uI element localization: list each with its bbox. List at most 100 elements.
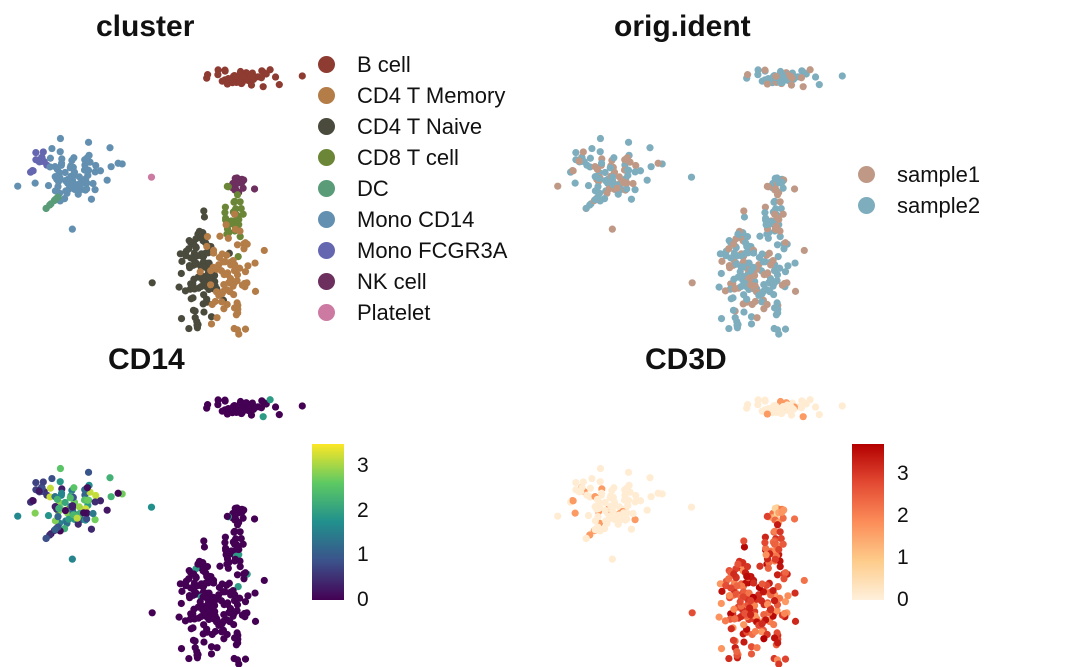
cell-point bbox=[223, 182, 231, 191]
cell-point bbox=[61, 176, 70, 185]
legend-label: Mono CD14 bbox=[357, 206, 475, 232]
cell-point bbox=[654, 159, 662, 167]
cell-point bbox=[190, 605, 198, 613]
cell-point bbox=[743, 572, 751, 581]
cell-point bbox=[190, 275, 198, 283]
cell-point bbox=[595, 504, 603, 513]
cell-point bbox=[35, 157, 43, 165]
cell-point bbox=[614, 520, 622, 528]
cell-point bbox=[226, 276, 235, 284]
cell-point bbox=[220, 305, 228, 313]
cell-point bbox=[224, 405, 232, 413]
cell-point bbox=[838, 402, 846, 410]
cell-point bbox=[203, 233, 212, 241]
cell-point bbox=[631, 498, 639, 506]
cell-point bbox=[239, 184, 247, 192]
cell-point bbox=[761, 203, 769, 211]
cell-point bbox=[175, 613, 183, 621]
cell-point bbox=[588, 474, 596, 483]
cell-point bbox=[224, 75, 232, 83]
cell-point bbox=[203, 563, 212, 571]
cell-point bbox=[175, 283, 183, 291]
cell-point bbox=[204, 71, 212, 79]
cell-point bbox=[92, 161, 100, 170]
scatter-cluster bbox=[14, 66, 306, 338]
cell-point bbox=[610, 154, 618, 162]
cell-point bbox=[107, 163, 115, 171]
cell-point bbox=[582, 204, 590, 212]
cell-point bbox=[177, 599, 185, 608]
cell-point bbox=[815, 411, 823, 419]
cell-point bbox=[193, 647, 201, 656]
legend-label: NK cell bbox=[357, 268, 427, 294]
cell-point bbox=[233, 241, 242, 249]
cell-point bbox=[554, 512, 562, 520]
cell-point bbox=[776, 78, 784, 87]
cell-point bbox=[764, 234, 772, 242]
cell-point bbox=[791, 617, 800, 625]
cell-point bbox=[54, 513, 62, 521]
cell-point bbox=[623, 154, 631, 162]
cell-point bbox=[259, 413, 267, 421]
cell-point bbox=[761, 209, 769, 217]
cell-point bbox=[787, 72, 795, 80]
cell-point bbox=[231, 555, 239, 563]
cell-point bbox=[200, 291, 208, 299]
cell-point bbox=[620, 509, 628, 517]
cell-point bbox=[107, 493, 115, 501]
cell-point bbox=[298, 402, 306, 410]
cell-point bbox=[761, 539, 769, 547]
sample-legend: sample1 sample2 bbox=[858, 159, 980, 221]
cell-point bbox=[756, 232, 764, 240]
cell-point bbox=[31, 509, 39, 517]
cell-point bbox=[200, 621, 208, 629]
cell-point bbox=[46, 484, 55, 492]
cell-point bbox=[779, 73, 787, 81]
cell-point bbox=[211, 627, 219, 636]
cell-point bbox=[218, 580, 226, 588]
cell-point bbox=[725, 245, 733, 253]
cell-point bbox=[236, 408, 244, 417]
cell-point bbox=[48, 474, 56, 483]
cell-point bbox=[187, 625, 195, 633]
cell-point bbox=[770, 210, 779, 218]
cell-point bbox=[57, 489, 66, 497]
cell-point bbox=[251, 287, 260, 295]
cell-point bbox=[613, 184, 621, 192]
cell-point bbox=[778, 508, 786, 516]
cell-point bbox=[240, 609, 249, 618]
cell-point bbox=[218, 250, 226, 258]
legend-item: CD4 T Memory bbox=[318, 80, 507, 111]
cell-point bbox=[770, 597, 779, 605]
cell-point bbox=[191, 615, 199, 623]
cell-point bbox=[203, 572, 211, 581]
cell-point bbox=[178, 587, 186, 595]
cell-point bbox=[763, 512, 771, 521]
cell-point bbox=[207, 597, 215, 605]
cell-point bbox=[729, 306, 738, 314]
cell-point bbox=[629, 509, 637, 518]
cell-point bbox=[189, 306, 198, 314]
cell-point bbox=[92, 491, 100, 500]
legend-label: sample1 bbox=[897, 161, 981, 187]
cell-point bbox=[230, 290, 238, 299]
cell-point bbox=[241, 268, 250, 276]
cell-point bbox=[54, 183, 62, 191]
legend-item: NK cell bbox=[318, 266, 507, 297]
cell-point bbox=[744, 401, 752, 409]
cell-point bbox=[177, 315, 186, 323]
cell-point bbox=[717, 599, 725, 608]
cell-point bbox=[114, 489, 122, 497]
cell-point bbox=[718, 587, 726, 595]
cell-point bbox=[731, 285, 739, 293]
cell-point bbox=[727, 295, 735, 303]
cell-point bbox=[605, 185, 613, 193]
cell-point bbox=[185, 654, 193, 663]
cell-point bbox=[790, 185, 799, 193]
legend-key bbox=[318, 211, 335, 228]
cell-point bbox=[773, 191, 782, 199]
cell-point bbox=[815, 81, 823, 89]
cell-point bbox=[53, 165, 62, 173]
cell-point bbox=[214, 71, 222, 79]
cell-point bbox=[800, 576, 808, 585]
